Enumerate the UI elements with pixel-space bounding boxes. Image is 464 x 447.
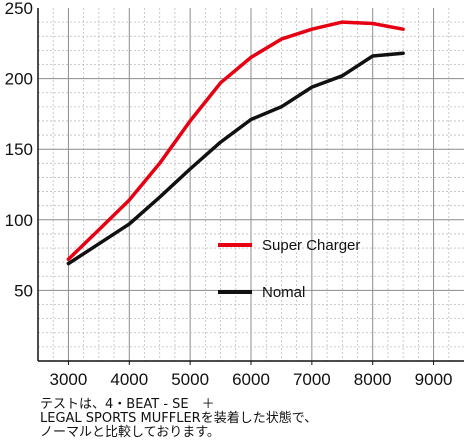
y-tick-label: 200 [5,70,33,89]
x-tick-label: 4000 [110,370,148,389]
footnote: テストは、4・BEAT - SE ＋ LEGAL SPORTS MUFFLERを… [40,398,317,440]
series-line-nomal [66,51,405,266]
x-tick-label: 7000 [293,370,331,389]
footnote-line-3: ノーマルと比較しております。 [40,425,220,440]
y-tick-label: 250 [5,0,33,18]
series-line-super-charger [66,20,405,262]
legend-label-super-charger: Super Charger [262,237,360,254]
x-tick-labels: 3000 4000 5000 6000 7000 8000 9000 [50,361,453,389]
x-tick-label: 3000 [50,370,88,389]
legend-label-nomal: Nomal [262,284,305,301]
y-tick-label: 50 [14,281,33,300]
x-tick-label: 6000 [232,370,270,389]
footnote-line-2: LEGAL SPORTS MUFFLERを装着した状態で、 [40,411,318,426]
y-tick-label: 100 [5,211,33,230]
performance-chart: 50 100 150 200 250 3000 4000 5000 6000 7000 8000 9… [5,0,464,389]
legend: Super Charger Nomal [218,237,360,301]
y-tick-label: 150 [5,140,33,159]
y-tick-labels: 50 100 150 200 250 [5,0,33,300]
series-lines [66,20,405,266]
grid [38,8,464,361]
footnote-line-1: テストは、4・BEAT - SE ＋ [40,397,215,412]
x-tick-label: 9000 [415,370,453,389]
x-tick-label: 8000 [354,370,392,389]
x-tick-label: 5000 [171,370,209,389]
